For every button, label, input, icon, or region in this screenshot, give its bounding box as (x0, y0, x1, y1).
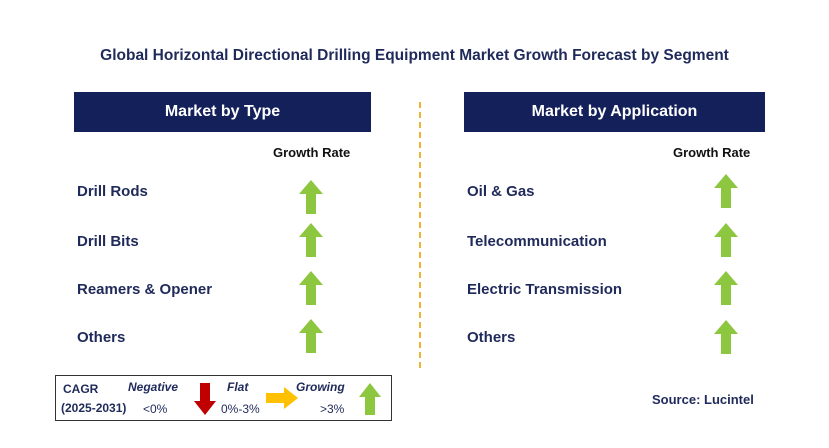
up-arrow-green-icon (299, 319, 323, 353)
down-arrow-red-icon (194, 383, 216, 415)
left-row-label: Drill Rods (77, 183, 148, 200)
up-arrow-green-icon (299, 223, 323, 257)
up-arrow-green-icon (714, 271, 738, 305)
up-arrow-green-icon (714, 174, 738, 208)
up-arrow-green-icon (299, 180, 323, 214)
left-row-label: Drill Bits (77, 233, 139, 250)
panel-divider (419, 102, 421, 368)
up-arrow-green-icon (714, 320, 738, 354)
cagr-legend: CAGR (2025-2031) Negative <0% Flat 0%-3%… (55, 375, 392, 421)
legend-cagr-label: CAGR (63, 382, 99, 396)
right-row-label: Oil & Gas (467, 183, 535, 200)
left-growth-rate-label: Growth Rate (273, 145, 351, 160)
right-row-label: Electric Transmission (467, 281, 623, 298)
legend-period: (2025-2031) (61, 401, 127, 415)
legend-negative-range: <0% (143, 402, 168, 416)
legend-growing-label: Growing (296, 380, 345, 394)
source-text: Source: Lucintel (652, 392, 754, 407)
legend-negative-label: Negative (128, 380, 179, 394)
left-row-label: Others (77, 329, 126, 346)
right-arrow-yellow-icon (266, 387, 298, 409)
up-arrow-green-icon (359, 383, 381, 415)
right-row-label: Others (467, 329, 516, 346)
left-panel-header: Market by Type (74, 92, 371, 132)
right-row-label: Telecommunication (467, 233, 607, 250)
legend-flat-range: 0%-3% (221, 402, 260, 416)
left-row-label: Reamers & Opener (77, 281, 213, 298)
up-arrow-green-icon (714, 223, 738, 257)
up-arrow-green-icon (299, 271, 323, 305)
legend-growing-range: >3% (320, 402, 345, 416)
right-panel-header: Market by Application (464, 92, 765, 132)
legend-flat-label: Flat (227, 380, 249, 394)
page-title: Global Horizontal Directional Drilling E… (100, 47, 729, 64)
right-growth-rate-label: Growth Rate (673, 145, 751, 160)
